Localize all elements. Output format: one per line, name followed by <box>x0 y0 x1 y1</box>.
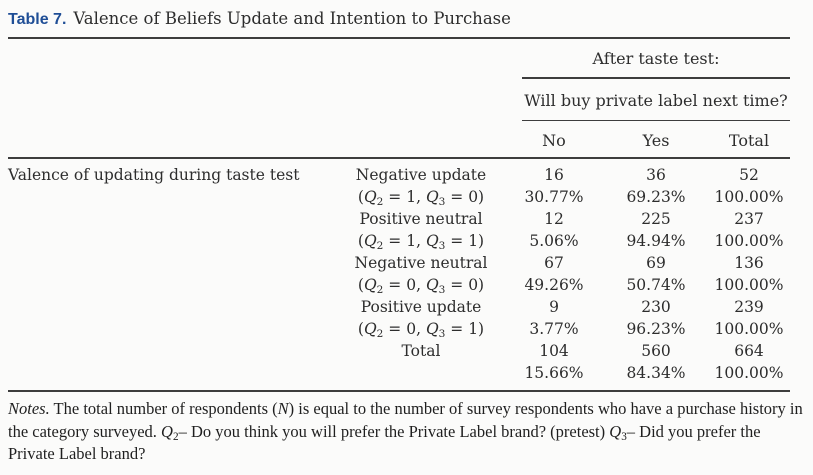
cell-total-pct: 100.00% <box>714 320 784 338</box>
cell-yes-pct: 96.23% <box>626 320 686 338</box>
spanner-rule-1 <box>522 77 790 79</box>
cell-yes-pct: 69.23% <box>626 188 686 206</box>
cell-no: 104 <box>539 342 569 360</box>
empty-cell <box>8 208 338 230</box>
header-spanner-group: After taste test: Will buy private label… <box>522 39 790 122</box>
table-notes: Notes. The total number of respondents (… <box>8 398 808 466</box>
cell-yes: 69 <box>646 254 666 272</box>
table-title-label: Table 7. <box>8 11 67 28</box>
header-body-rule <box>8 157 790 159</box>
empty-cell <box>8 230 338 252</box>
results-table: After taste test: Will buy private label… <box>8 37 790 392</box>
empty-header-cell <box>338 122 504 157</box>
cell-total-pct: 100.00% <box>714 276 784 294</box>
empty-cell <box>8 318 338 340</box>
header-spanner-region: After taste test: Will buy private label… <box>8 39 790 122</box>
empty-cell <box>338 362 504 384</box>
stub-header: Valence of updating during taste test <box>8 166 300 184</box>
cell-no-pct: 3.77% <box>529 320 579 338</box>
cell-yes-pct: 94.94% <box>626 232 686 250</box>
cell-yes-pct: 50.74% <box>626 276 686 294</box>
cell-no: 16 <box>544 166 564 184</box>
cell-total: 664 <box>734 342 764 360</box>
empty-cell <box>8 186 338 208</box>
cell-yes: 225 <box>641 210 671 228</box>
column-header-total: Total <box>728 131 770 150</box>
column-header-yes: Yes <box>642 131 670 150</box>
empty-cell <box>8 340 338 362</box>
cell-total-pct: 100.00% <box>714 188 784 206</box>
cell-total: 237 <box>734 210 764 228</box>
table-body: Valence of updating during taste test Ne… <box>8 159 790 390</box>
column-header-no: No <box>542 131 566 150</box>
empty-cell <box>8 296 338 318</box>
empty-cell <box>8 362 338 384</box>
cell-total: 136 <box>734 254 764 272</box>
notes-text: The total number of respondents (N) is e… <box>8 399 803 463</box>
top-rule <box>8 37 790 39</box>
row-label: Positive update <box>360 298 482 316</box>
empty-cell <box>8 274 338 296</box>
cell-total-pct: 100.00% <box>714 364 784 382</box>
bottom-rule <box>8 390 790 392</box>
cell-total: 239 <box>734 298 764 316</box>
cell-no: 12 <box>544 210 564 228</box>
cell-no: 9 <box>549 298 559 316</box>
table-title-text: Valence of Beliefs Update and Intention … <box>73 9 511 28</box>
row-condition: (Q2 = 1, Q3 = 0) <box>357 188 485 208</box>
cell-no-pct: 30.77% <box>524 188 584 206</box>
cell-yes: 36 <box>646 166 666 184</box>
row-condition: (Q2 = 1, Q3 = 1) <box>357 232 485 252</box>
column-header-row: No Yes Total <box>8 122 790 157</box>
spanner-question: Will buy private label next time? <box>524 90 788 110</box>
table-title: Table 7. Valence of Beliefs Update and In… <box>8 7 511 32</box>
row-condition: (Q2 = 0, Q3 = 0) <box>357 276 485 296</box>
cell-no: 67 <box>544 254 564 272</box>
cell-total: 52 <box>739 166 759 184</box>
cell-no-pct: 49.26% <box>524 276 584 294</box>
row-label-total: Total <box>401 342 441 360</box>
row-label: Negative update <box>355 166 487 184</box>
spanner-after-taste-test: After taste test: <box>592 49 720 68</box>
row-label: Negative neutral <box>354 254 488 272</box>
row-label: Positive neutral <box>359 210 483 228</box>
spanner-rule-2 <box>522 119 790 122</box>
empty-cell <box>8 252 338 274</box>
notes-label: Notes. <box>8 399 50 418</box>
cell-no-pct: 5.06% <box>529 232 579 250</box>
cell-yes-pct: 84.34% <box>626 364 686 382</box>
cell-yes: 560 <box>641 342 671 360</box>
cell-yes: 230 <box>641 298 671 316</box>
cell-no-pct: 15.66% <box>524 364 584 382</box>
cell-total-pct: 100.00% <box>714 232 784 250</box>
empty-header-cell <box>8 122 338 157</box>
row-condition: (Q2 = 0, Q3 = 1) <box>357 320 485 340</box>
